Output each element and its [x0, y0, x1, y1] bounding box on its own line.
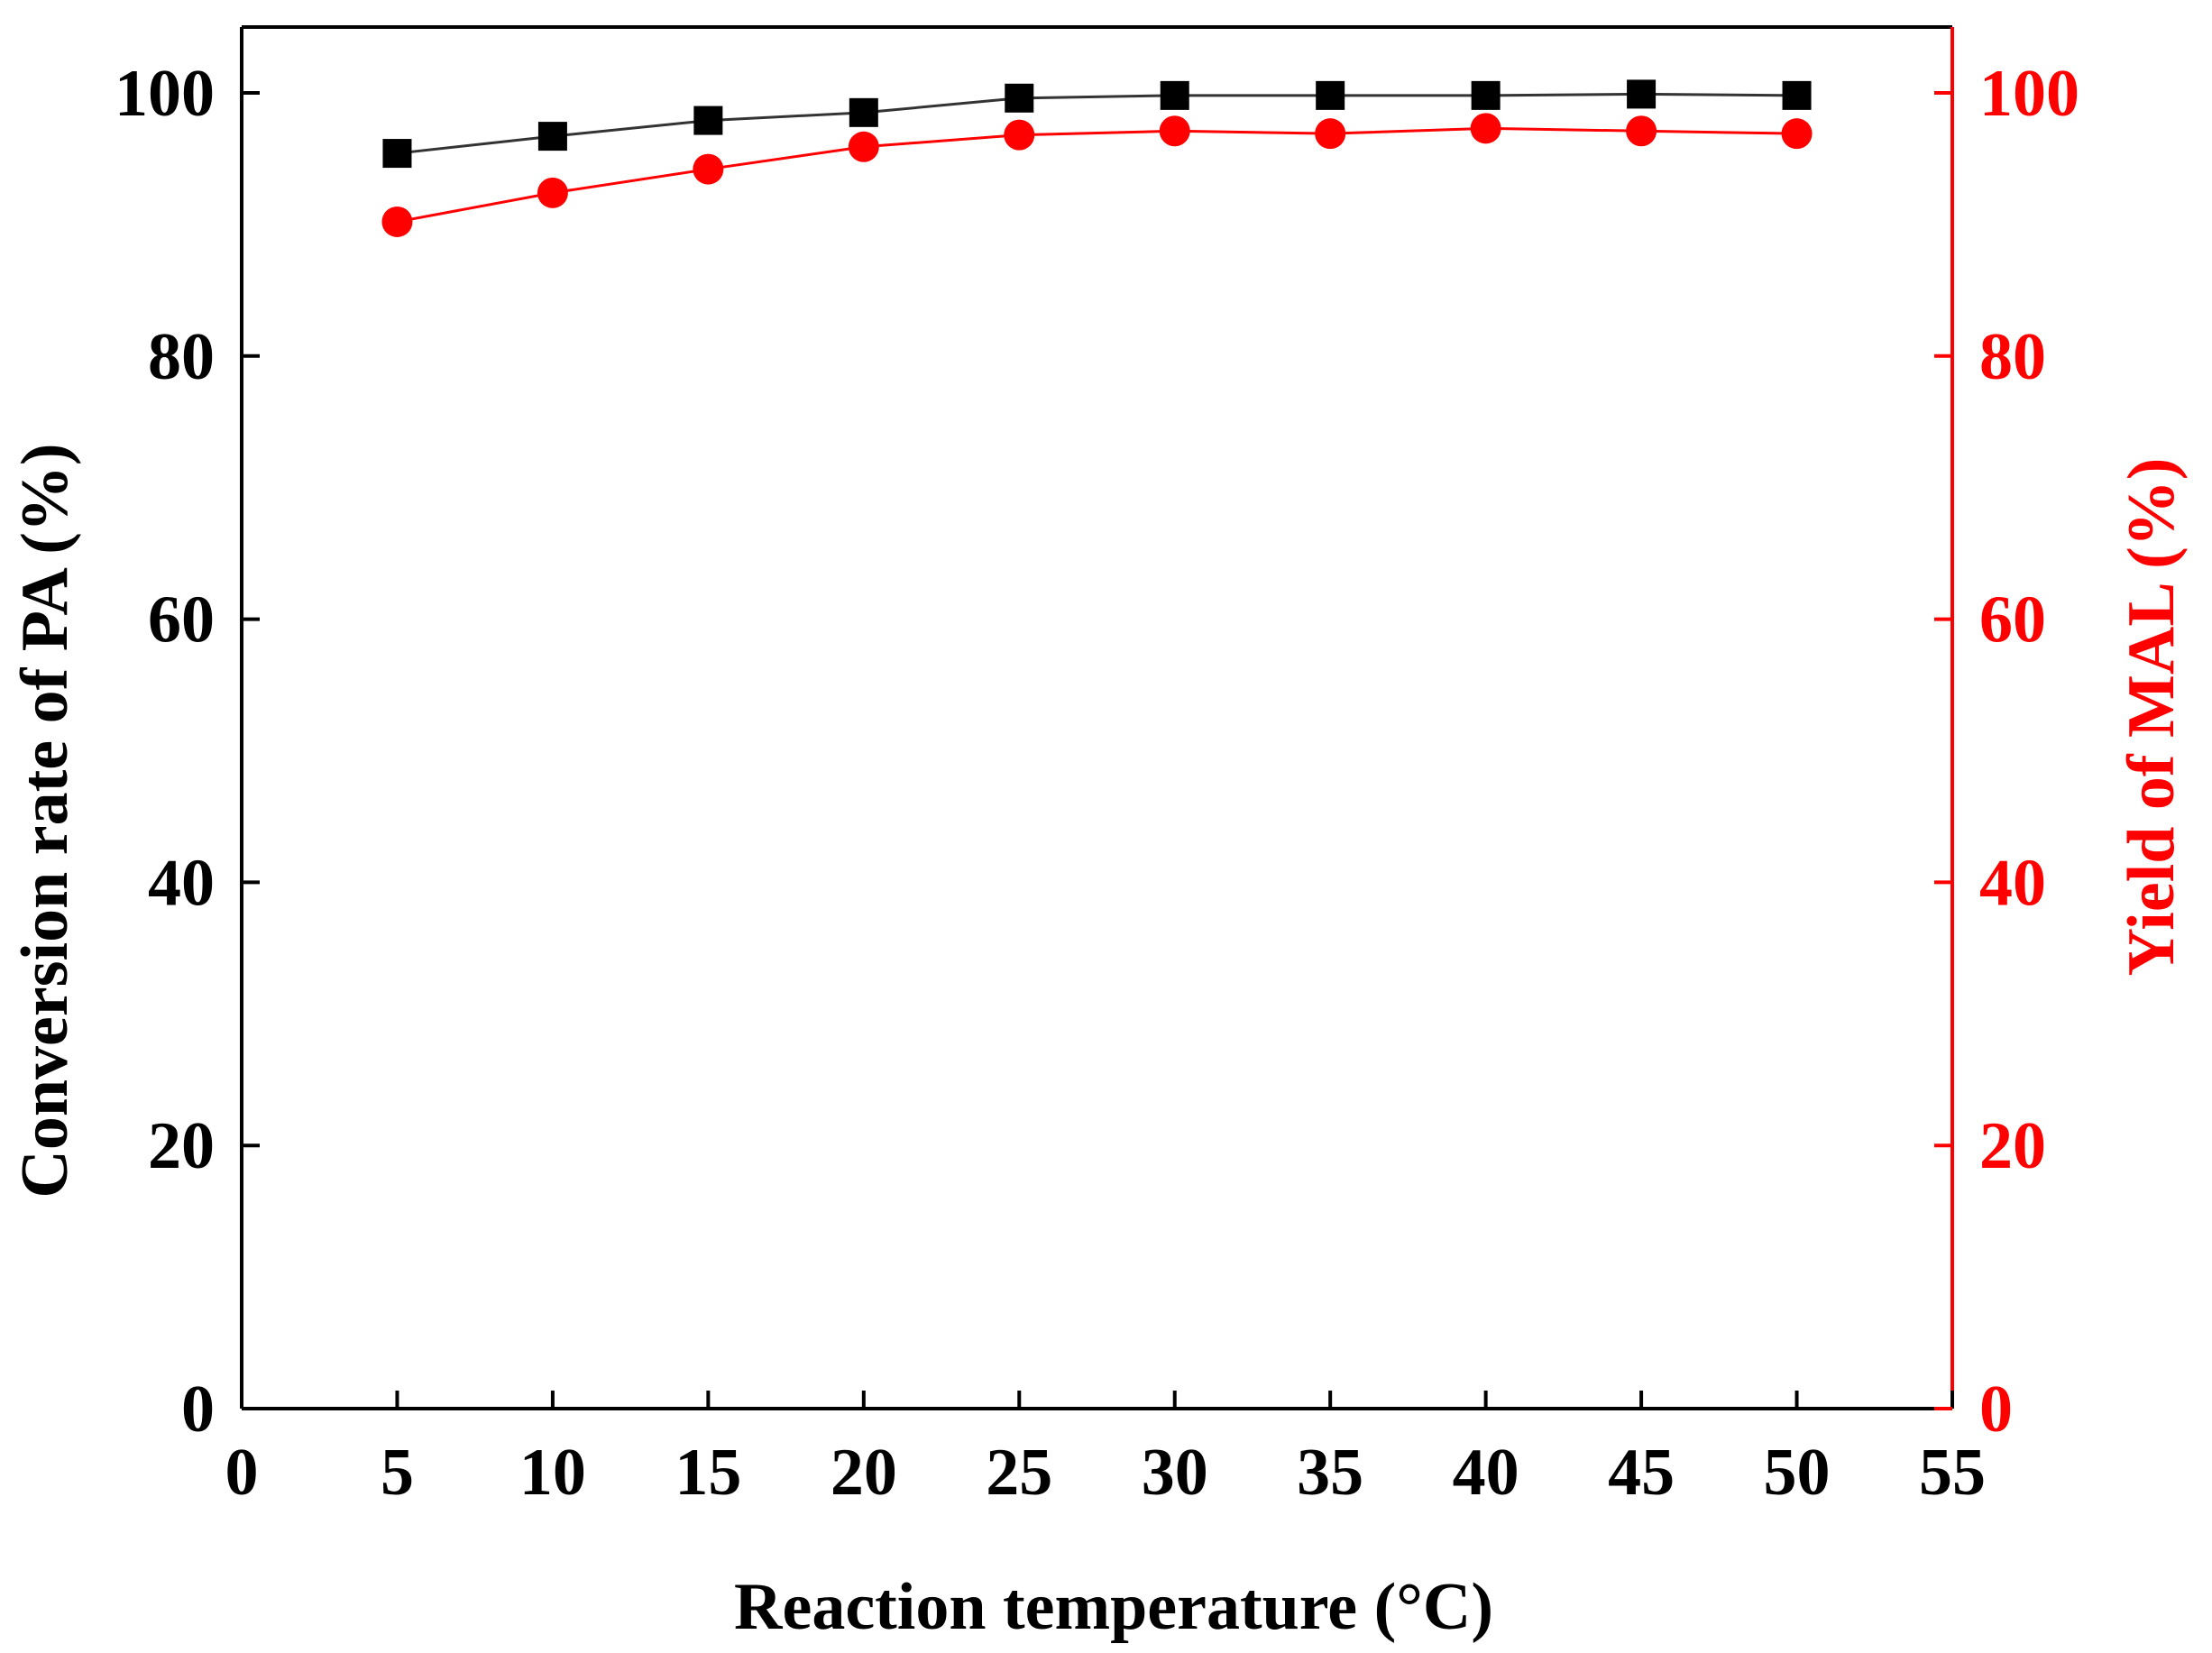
left-y-tick-label: 0 — [181, 1373, 215, 1446]
x-tick-label: 50 — [1764, 1436, 1831, 1510]
x-tick-label: 5 — [381, 1436, 414, 1510]
conversion-data-point — [1160, 80, 1189, 110]
right-axis-title: Yield of MAL (%) — [2115, 458, 2189, 977]
right-y-tick-label: 20 — [1979, 1109, 2046, 1183]
axes-layer — [240, 25, 1954, 1410]
right-y-tick-label: 100 — [1979, 57, 2079, 131]
series-layer — [381, 79, 1813, 237]
conversion-data-point — [693, 106, 723, 135]
left-y-tick-label: 100 — [115, 57, 215, 131]
yield-data-point — [537, 177, 568, 208]
right-y-tick-label: 60 — [1979, 583, 2046, 657]
left-axis-title: Conversion rate of PA (%) — [8, 443, 82, 1198]
x-tick-label: 20 — [831, 1436, 897, 1510]
x-tick-label: 30 — [1142, 1436, 1208, 1510]
conversion-data-point — [1782, 80, 1812, 110]
x-tick-label: 35 — [1297, 1436, 1363, 1510]
conversion-data-point — [1316, 80, 1345, 110]
x-tick-label: 15 — [675, 1436, 741, 1510]
x-tick-label: 10 — [519, 1436, 586, 1510]
x-tick-label: 55 — [1919, 1436, 1986, 1510]
yield-data-point — [1159, 115, 1190, 147]
conversion-data-point — [382, 139, 412, 169]
right-y-tick-label: 0 — [1979, 1373, 2013, 1446]
conversion-data-point — [537, 122, 567, 152]
conversion-data-point — [1627, 79, 1657, 109]
right-y-tick-label: 40 — [1979, 846, 2046, 920]
yield-data-point — [1470, 113, 1501, 144]
yield-data-point — [848, 131, 879, 162]
yield-data-point — [381, 206, 413, 237]
x-tick-label: 45 — [1608, 1436, 1675, 1510]
left-y-tick-label: 60 — [148, 583, 215, 657]
x-tick-label: 40 — [1453, 1436, 1519, 1510]
ticks-layer: 0 5 10 15 20 25 30 35 40 45 50 55020406080100020406… — [115, 57, 2079, 1510]
x-tick-label: 0 — [225, 1436, 259, 1510]
conversion-data-point — [849, 97, 878, 127]
yield-data-point — [1315, 118, 1346, 150]
left-y-tick-label: 80 — [148, 320, 215, 394]
left-y-tick-label: 20 — [148, 1109, 215, 1183]
conversion-data-point — [1471, 80, 1501, 110]
right-y-tick-label: 80 — [1979, 320, 2046, 394]
yield-data-point — [1004, 119, 1035, 151]
x-axis-title: Reaction temperature (°C) — [734, 1570, 1493, 1644]
left-y-tick-label: 40 — [148, 846, 215, 920]
yield-data-point — [1626, 115, 1657, 147]
yield-data-point — [693, 153, 724, 185]
conversion-data-point — [1005, 83, 1034, 113]
yield-series-line — [397, 126, 1797, 224]
x-tick-label: 25 — [986, 1436, 1052, 1510]
yield-data-point — [1781, 118, 1813, 150]
conversion-series-line — [397, 92, 1797, 155]
